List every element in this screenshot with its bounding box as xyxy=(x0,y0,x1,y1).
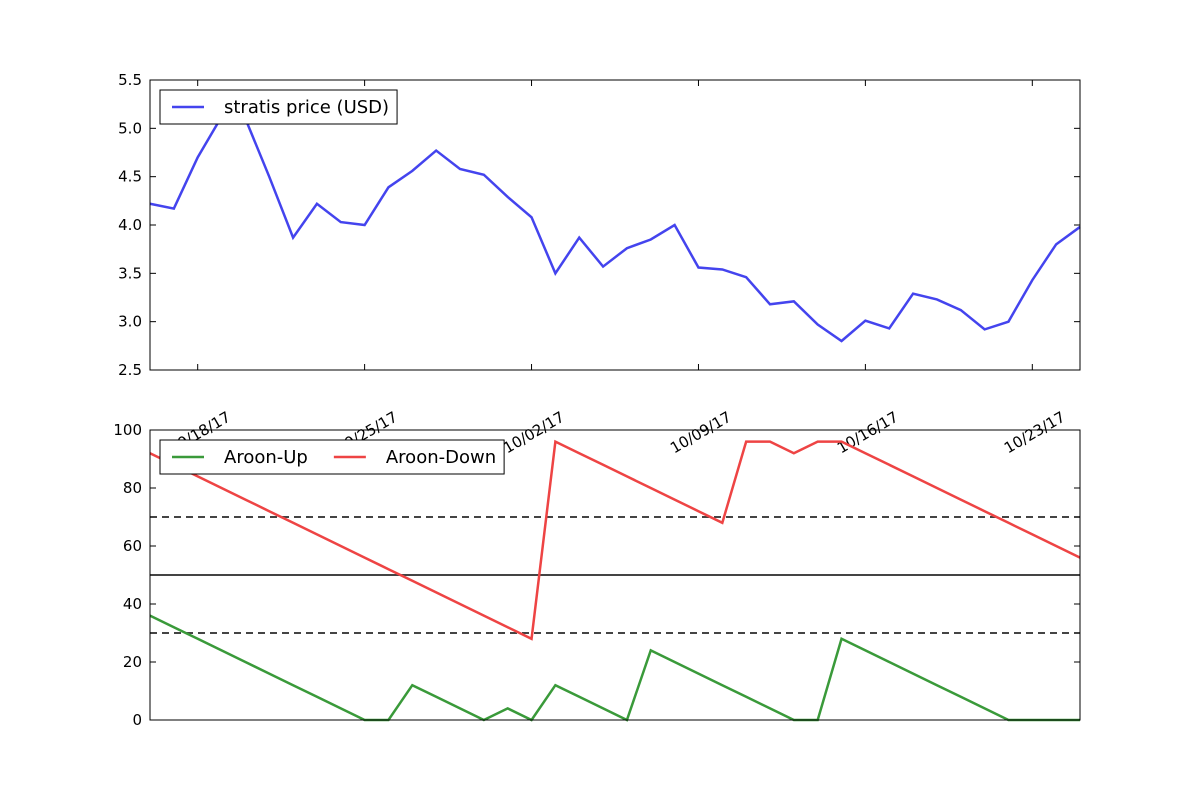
price-series-layer xyxy=(149,115,1081,343)
aroon-series-layer xyxy=(149,439,1081,722)
x-tick-label: 10/23/17 xyxy=(1001,408,1068,457)
x-tick-label: 10/09/17 xyxy=(667,408,734,457)
aroon-panel: 0 20 40 60 80 100 Aroon-Up Aroon-Down xyxy=(113,421,1081,729)
price-legend: stratis price (USD) xyxy=(159,89,398,125)
y-tick-label: 0 xyxy=(132,711,142,729)
y-tick-label: 4.0 xyxy=(118,216,142,234)
y-tick-label: 60 xyxy=(123,537,142,555)
aroon-reference-lines xyxy=(150,516,1080,634)
aroon-legend: Aroon-Up Aroon-Down xyxy=(159,439,505,475)
series-line xyxy=(149,439,1081,641)
y-tick-label: 20 xyxy=(123,653,142,671)
price-panel: 2.53.03.54.04.55.05.5 09/18/17 09/25/17 10… xyxy=(118,71,1081,457)
y-tick-label: 3.5 xyxy=(118,264,142,282)
y-tick-label: 5.0 xyxy=(118,119,142,137)
y-tick-label: 40 xyxy=(123,595,142,613)
series-line xyxy=(149,614,1080,722)
series-line xyxy=(149,115,1081,343)
legend-label: Aroon-Up xyxy=(224,447,308,468)
aroon-plot-frame xyxy=(149,429,1081,721)
legend-box xyxy=(159,439,505,475)
price-y-axis: 2.5 3.0 3.5 4.0 4.5 5.0 5.5 xyxy=(118,71,1080,379)
y-tick-label: 80 xyxy=(123,479,142,497)
legend-label: Aroon-Down xyxy=(386,447,496,468)
price-x-axis: 09/18/17 09/25/17 10/02/17 10/09/17 10/16/17… xyxy=(166,80,1068,457)
y-tick-label: 100 xyxy=(113,421,142,439)
y-tick-label: 4.5 xyxy=(118,168,142,186)
x-tick-label: 10/02/17 xyxy=(500,408,567,457)
aroon-y-axis: 0 20 40 60 80 100 xyxy=(113,421,1080,729)
y-tick-label: 2.5 xyxy=(118,361,142,379)
x-tick-label: 10/16/17 xyxy=(834,408,901,457)
y-tick-label: 5.5 xyxy=(118,71,142,89)
y-tick-label: 3.0 xyxy=(118,313,142,331)
legend-label: stratis price (USD) xyxy=(224,97,389,118)
